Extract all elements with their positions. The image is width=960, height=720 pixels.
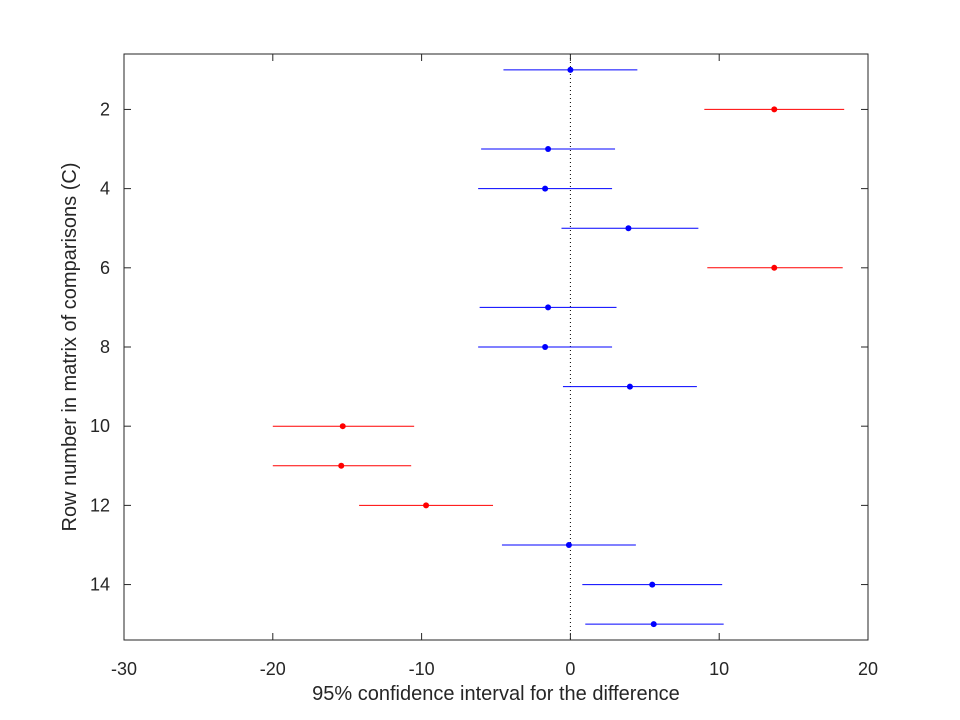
x-tick-label: 10 bbox=[709, 659, 729, 679]
y-tick-label: 10 bbox=[90, 416, 110, 436]
estimate-point-row-2 bbox=[771, 106, 778, 113]
x-tick-label: 20 bbox=[858, 659, 878, 679]
estimate-point-row-7 bbox=[545, 304, 552, 311]
y-axis-ticks: 2 4 6 8 10 12 14 bbox=[90, 99, 868, 595]
estimate-point-row-3 bbox=[545, 146, 552, 153]
estimate-point-row-1 bbox=[567, 66, 574, 73]
estimate-point-row-10 bbox=[339, 423, 346, 430]
estimate-point-row-13 bbox=[565, 541, 572, 548]
interval-series bbox=[272, 66, 845, 628]
x-axis-title: 95% confidence interval for the differen… bbox=[312, 683, 680, 705]
estimate-point-row-8 bbox=[542, 344, 549, 350]
y-tick-label: 6 bbox=[100, 258, 110, 278]
x-tick-label: -10 bbox=[409, 659, 435, 679]
x-axis-ticks: -30 -20 -10 0 10 20 bbox=[111, 54, 878, 679]
x-tick-label: -20 bbox=[260, 659, 286, 679]
y-tick-label: 2 bbox=[100, 99, 110, 119]
estimate-point-row-12 bbox=[423, 502, 430, 509]
y-tick-label: 12 bbox=[90, 495, 110, 515]
y-tick-label: 8 bbox=[100, 337, 110, 357]
x-tick-label: 0 bbox=[565, 659, 575, 679]
x-tick-label: -30 bbox=[111, 659, 137, 679]
estimate-point-row-11 bbox=[338, 462, 345, 469]
y-axis-title: Row number in matrix of comparisons (C) bbox=[59, 163, 81, 532]
y-tick-label: 14 bbox=[90, 575, 110, 595]
estimate-point-row-14 bbox=[649, 581, 656, 588]
estimate-point-row-6 bbox=[771, 264, 778, 271]
estimate-point-row-5 bbox=[625, 225, 632, 232]
estimate-point-row-15 bbox=[650, 621, 657, 628]
y-tick-label: 4 bbox=[100, 179, 110, 199]
estimate-point-row-4 bbox=[542, 185, 549, 192]
estimate-point-row-9 bbox=[626, 383, 633, 390]
